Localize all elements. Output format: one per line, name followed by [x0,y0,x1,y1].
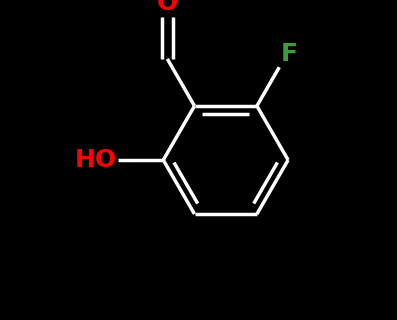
Text: HO: HO [75,148,117,172]
Text: F: F [281,42,298,66]
Text: O: O [157,0,178,15]
